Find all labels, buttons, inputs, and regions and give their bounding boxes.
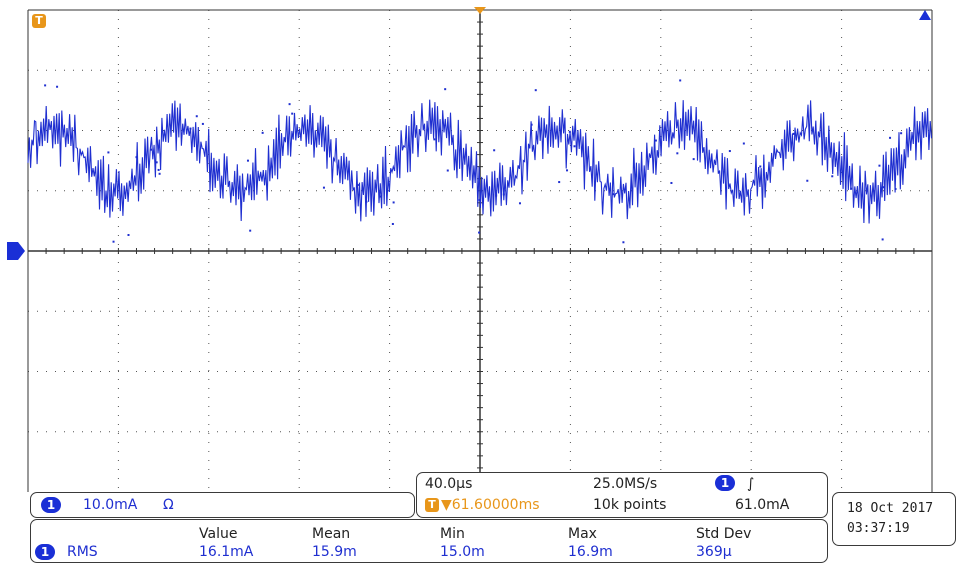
waveform-dot (530, 123, 533, 126)
ground-level-marker-icon[interactable] (7, 242, 25, 260)
waveform-dot (155, 161, 158, 164)
waveform-dot (150, 148, 153, 151)
sample-rate: 25.0MS/s (593, 476, 658, 492)
waveform-dot (157, 168, 160, 171)
trigger-slope-icon: ∫ (747, 476, 755, 492)
waveform-dot (679, 79, 682, 82)
waveform-dot (356, 183, 359, 186)
waveform-dot (654, 139, 657, 142)
waveform-dot (534, 89, 537, 92)
waveform-dot (365, 200, 368, 203)
waveform-dot (426, 129, 429, 132)
header-value: Value (199, 526, 238, 542)
waveform-dot (291, 112, 294, 115)
waveform-dot (478, 231, 481, 234)
waveform-dot (189, 127, 192, 130)
time: 03:37:19 (847, 521, 910, 536)
waveform-dot (894, 187, 897, 190)
datetime-readout: 18 Oct 2017 03:37:19 (832, 492, 956, 546)
waveform-dot (135, 156, 138, 159)
waveform-trace (27, 79, 933, 244)
waveform-dot (742, 142, 745, 145)
waveform-dot (622, 241, 625, 244)
time-per-division: 40.0µs (425, 476, 473, 492)
waveform-dot (195, 115, 198, 118)
measurement-min: 15.0m (440, 544, 485, 560)
waveform-dot (391, 222, 394, 225)
trigger-source-badge: 1 (715, 475, 735, 491)
header-std-dev: Std Dev (696, 526, 752, 542)
waveform-dot (261, 131, 264, 134)
record-length: 10k points (593, 497, 667, 513)
trigger-position: ▼61.60000ms (441, 497, 540, 513)
trigger-level-arrow-icon[interactable] (919, 10, 931, 20)
measurement-std-dev: 369µ (696, 544, 732, 560)
trigger-position-marker-icon[interactable] (474, 7, 486, 14)
waveform-dot (502, 193, 505, 196)
measurement-value: 16.1mA (199, 544, 254, 560)
waveform-dot (806, 179, 809, 182)
waveform-dot (692, 158, 695, 161)
waveform-dot (495, 194, 498, 197)
waveform-dot (881, 238, 884, 241)
coupling-ohm-icon: Ω (163, 497, 174, 513)
measurement-name: RMS (67, 544, 98, 560)
waveform-dot (246, 159, 249, 162)
trigger-level: 61.0mA (735, 497, 790, 513)
waveform-dot (900, 132, 903, 135)
waveform-dot (831, 175, 834, 178)
waveform-dot (379, 195, 382, 198)
waveform-line (27, 99, 933, 224)
waveform-dot (446, 169, 449, 172)
waveform-dot (322, 186, 325, 189)
waveform-dot (107, 151, 110, 154)
trigger-position-icon: T (425, 498, 439, 512)
waveform-dot (478, 199, 481, 202)
header-max: Max (568, 526, 597, 542)
channel-badge: 1 (41, 497, 61, 513)
waveform-dot (201, 122, 204, 125)
waveform-dot (433, 138, 436, 141)
waveform-dot (878, 164, 881, 167)
waveform-dot (670, 181, 673, 184)
waveform-dot (882, 186, 885, 189)
measurement-channel-badge: 1 (35, 544, 55, 560)
timebase-trigger-readout[interactable]: 40.0µs 25.0MS/s 1 ∫ T ▼61.60000ms 10k po… (416, 472, 828, 518)
waveform-dot (44, 84, 47, 87)
channel-scale: 10.0mA (83, 497, 138, 513)
waveform-dot (792, 132, 795, 135)
waveform-dot (493, 149, 496, 152)
measurement-max: 16.9m (568, 544, 613, 560)
measurement-panel[interactable]: Value Mean Min Max Std Dev 1 RMS 16.1mA … (30, 519, 828, 563)
date: 18 Oct 2017 (847, 501, 934, 516)
header-min: Min (440, 526, 465, 542)
waveform-dot (568, 130, 571, 133)
waveform-dot (759, 165, 762, 168)
waveform-dot (573, 145, 576, 148)
waveform-dot (889, 136, 892, 139)
waveform-dot (56, 85, 59, 88)
channel-readout[interactable]: 1 10.0mA Ω (30, 492, 415, 518)
waveform-dot (728, 150, 731, 153)
waveform-dot (676, 152, 679, 155)
graticule (27, 9, 933, 492)
waveform-dot (112, 240, 115, 243)
waveform-dot (288, 103, 291, 106)
waveform-dot (558, 181, 561, 184)
trigger-tag-icon: T (32, 14, 46, 28)
waveform-dot (612, 193, 615, 196)
waveform-dot (850, 187, 853, 190)
waveform-dot (158, 172, 161, 175)
header-mean: Mean (312, 526, 351, 542)
waveform-dot (392, 201, 395, 204)
waveform-dot (444, 88, 447, 91)
waveform-dot (518, 202, 521, 205)
waveform-dot (566, 169, 569, 172)
waveform-dot (127, 234, 130, 237)
measurement-mean: 15.9m (312, 544, 357, 560)
waveform-dot (249, 229, 252, 232)
